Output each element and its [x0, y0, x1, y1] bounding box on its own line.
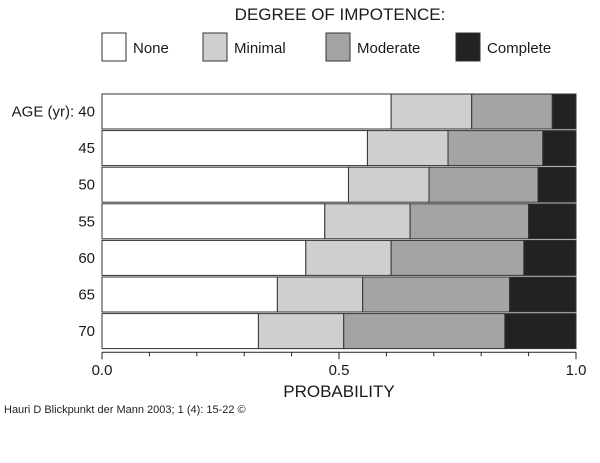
bar-none-age-60 [101, 239, 307, 276]
x-tick-label-1.0: 1.0 [566, 362, 587, 379]
bar-minimal-age-70 [257, 313, 345, 350]
bar-none-age-40 [101, 93, 392, 130]
bar-none-age-65 [101, 276, 278, 313]
y-tick-label-70: 70 [78, 323, 95, 340]
bar-complete-age-45 [542, 130, 577, 167]
x-axis: 0.0 0.5 1.0 [92, 351, 587, 379]
legend-title: DEGREE OF IMPOTENCE: [235, 5, 446, 24]
bar-minimal-age-45 [366, 130, 449, 167]
y-tick-label-55: 55 [78, 213, 95, 230]
x-axis-label: PROBABILITY [283, 382, 394, 401]
y-axis: AGE (yr): 40 45 50 55 60 65 70 [12, 104, 95, 341]
bar-moderate-age-45 [447, 130, 544, 167]
bars-area [101, 93, 577, 350]
bar-moderate-age-60 [390, 239, 525, 276]
bar-none-age-55 [101, 203, 326, 240]
y-tick-label-65: 65 [78, 287, 95, 304]
bar-complete-age-65 [509, 276, 577, 313]
legend-label-complete: Complete [487, 40, 551, 57]
bar-complete-age-70 [504, 313, 577, 350]
bar-moderate-age-50 [428, 166, 539, 203]
x-tick-label-0.5: 0.5 [329, 362, 350, 379]
legend-swatch-moderate [325, 32, 351, 62]
bar-complete-age-40 [551, 93, 577, 130]
bar-none-age-45 [101, 130, 368, 167]
source-caption: Hauri D Blickpunkt der Mann 2003; 1 (4):… [4, 404, 246, 416]
bar-moderate-age-65 [362, 276, 511, 313]
bar-moderate-age-70 [343, 313, 506, 350]
bar-minimal-age-50 [347, 166, 430, 203]
legend-label-none: None [133, 40, 169, 57]
bar-complete-age-55 [528, 203, 577, 240]
bar-minimal-age-60 [305, 239, 392, 276]
legend-swatch-complete [455, 32, 481, 62]
legend-label-moderate: Moderate [357, 40, 420, 57]
bar-minimal-age-65 [276, 276, 364, 313]
bar-none-age-50 [101, 166, 349, 203]
bar-minimal-age-55 [324, 203, 411, 240]
y-tick-label-60: 60 [78, 250, 95, 267]
y-tick-label-40: AGE (yr): 40 [12, 104, 95, 121]
bar-none-age-70 [101, 313, 259, 350]
bar-moderate-age-40 [471, 93, 553, 130]
legend-swatch-minimal [202, 32, 228, 62]
bar-complete-age-50 [537, 166, 577, 203]
y-tick-label-45: 45 [78, 140, 95, 157]
x-tick-label-0.0: 0.0 [92, 362, 113, 379]
legend: None Minimal Moderate Complete [101, 32, 551, 62]
y-tick-label-50: 50 [78, 177, 95, 194]
bar-complete-age-60 [523, 239, 577, 276]
legend-swatch-none [101, 32, 127, 62]
legend-label-minimal: Minimal [234, 40, 286, 57]
bar-minimal-age-40 [390, 93, 473, 130]
bar-moderate-age-55 [409, 203, 530, 240]
